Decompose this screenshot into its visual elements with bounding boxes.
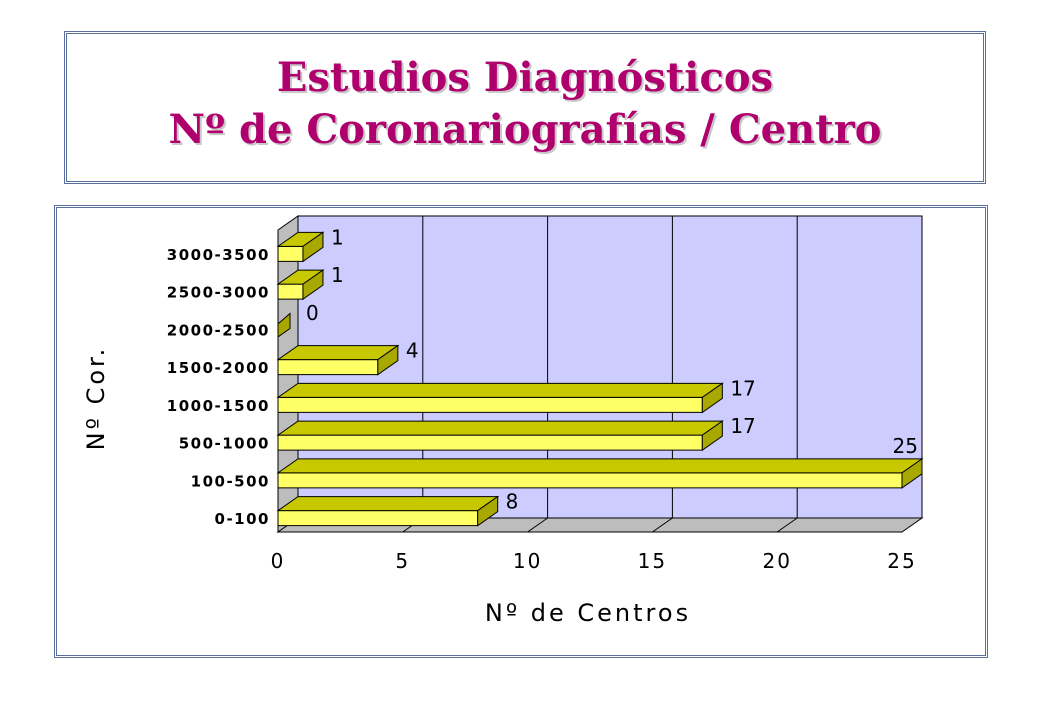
- bar-front: [277, 472, 903, 489]
- y-tick-label: 3000-3500: [167, 246, 270, 264]
- data-label: 4: [406, 339, 419, 363]
- gridline-floor: [776, 517, 798, 533]
- bar-top: [276, 345, 400, 361]
- data-label: 8: [506, 490, 519, 514]
- chart-text: 0 5 10 15 20 25 1 3000-3500 1 2500-3000 0 2000-2500…: [82, 225, 918, 627]
- bar-top: [276, 382, 724, 398]
- y-tick-label: 1500-2000: [167, 359, 270, 377]
- title-box: Estudios Diagnósticos Nº de Coronariogra…: [64, 31, 986, 184]
- page-title: Estudios Diagnósticos: [276, 54, 774, 101]
- x-axis-title: Nº de Centros: [485, 599, 691, 627]
- bar-front: [277, 359, 379, 376]
- bar-top: [276, 496, 500, 512]
- x-tick-label: 15: [638, 549, 667, 573]
- data-label: 17: [730, 414, 755, 438]
- gridline-floor: [652, 517, 673, 533]
- data-label: 0: [306, 301, 319, 325]
- bar-side: [701, 420, 723, 452]
- data-label: 1: [331, 263, 344, 287]
- x-tick-label: 25: [887, 549, 916, 573]
- bar-top: [276, 458, 924, 474]
- x-tick-label: 0: [271, 549, 286, 573]
- bar-zero: [277, 312, 291, 338]
- bar-front: [277, 283, 304, 300]
- y-tick-label: 500-1000: [179, 435, 270, 453]
- bar-side: [701, 382, 723, 414]
- bar-side: [377, 344, 399, 376]
- bar-front: [277, 510, 479, 527]
- bar-side: [302, 269, 324, 301]
- gridline-floor: [527, 517, 548, 533]
- bar-front: [277, 434, 703, 451]
- x-tick-label: 20: [762, 549, 791, 573]
- data-label: 1: [331, 225, 344, 249]
- y-tick-label: 1000-1500: [167, 397, 270, 415]
- bars: [276, 231, 924, 527]
- x-tick-label: 5: [395, 549, 410, 573]
- data-label: 17: [730, 376, 755, 400]
- data-label: 25: [893, 434, 918, 458]
- bar-side: [901, 457, 923, 489]
- bar-side: [302, 231, 324, 263]
- x-tick-label: 10: [513, 549, 542, 573]
- y-tick-label: 0-100: [215, 510, 270, 528]
- y-tick-label: 2500-3000: [167, 284, 270, 302]
- y-tick-label: 100-500: [191, 472, 270, 490]
- bar-top: [276, 420, 724, 436]
- bar-front: [277, 396, 703, 413]
- bar-side: [477, 495, 499, 527]
- bar-front: [277, 245, 304, 262]
- page-subtitle: Nº de Coronariografías / Centro: [168, 106, 882, 153]
- y-axis-title: Nº Cor.: [82, 346, 110, 451]
- y-tick-label: 2000-2500: [167, 321, 270, 339]
